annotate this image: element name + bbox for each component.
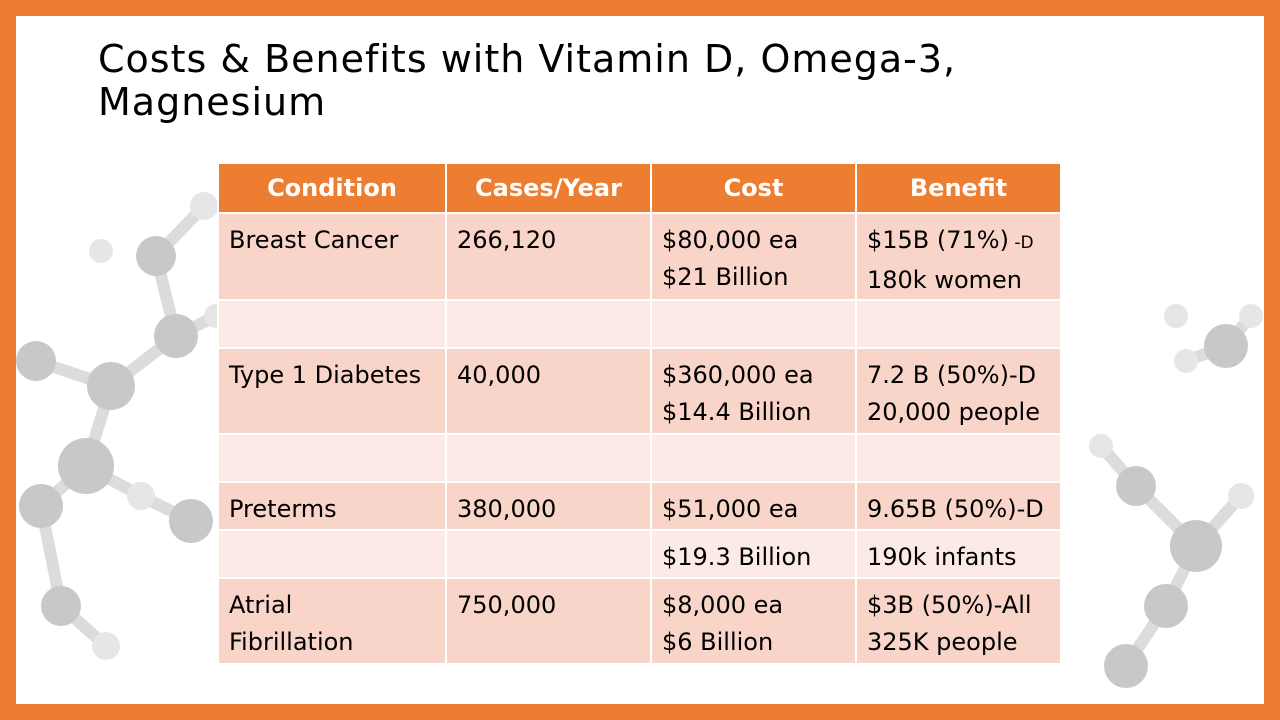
cost-cell — [650, 433, 857, 483]
condition-cell — [217, 433, 447, 483]
cost-cell: $80,000 ea $21 Billion — [650, 212, 857, 301]
molecule-background-illustration — [16, 192, 1263, 688]
cases-cell — [445, 299, 652, 349]
benefit-cell — [855, 433, 1062, 483]
slide: Costs & Benefits with Vitamin D, Omega-3… — [16, 16, 1264, 704]
table-row — [217, 433, 1062, 483]
condition-cell: Atrial Fibrillation — [217, 577, 447, 665]
cost-cell: $51,000 ea — [650, 481, 857, 531]
condition-cell — [217, 529, 447, 579]
benefit-cell — [855, 299, 1062, 349]
benefit-cell: 9.65B (50%)-D — [855, 481, 1062, 531]
cost-cell — [650, 299, 857, 349]
table-row: Atrial Fibrillation 750,000 $8,000 ea $6 B… — [217, 577, 1062, 665]
costs-benefits-table: Condition Cases/Year Cost Benefit Breast… — [217, 162, 1062, 665]
column-header: Benefit — [855, 162, 1062, 214]
table-header-row: Condition Cases/Year Cost Benefit — [217, 162, 1062, 214]
condition-cell: Breast Cancer — [217, 212, 447, 301]
cost-cell: $360,000 ea $14.4 Billion — [650, 347, 857, 435]
cases-cell — [445, 433, 652, 483]
cases-cell: 750,000 — [445, 577, 652, 665]
column-header: Cases/Year — [445, 162, 652, 214]
table-row: $19.3 Billion 190k infants — [217, 529, 1062, 579]
table-row: Breast Cancer 266,120 $80,000 ea $21 Bill… — [217, 212, 1062, 301]
table-row — [217, 299, 1062, 349]
cases-cell — [445, 529, 652, 579]
cases-cell: 40,000 — [445, 347, 652, 435]
benefit-cell: $15B (71%) -D 180k women — [855, 212, 1062, 301]
slide-title: Costs & Benefits with Vitamin D, Omega-3… — [98, 37, 957, 124]
benefit-cell: $3B (50%)-All 325K people — [855, 577, 1062, 665]
cases-cell: 266,120 — [445, 212, 652, 301]
cost-cell: $19.3 Billion — [650, 529, 857, 579]
benefit-cell: 7.2 B (50%)-D 20,000 people — [855, 347, 1062, 435]
column-header: Cost — [650, 162, 857, 214]
table-row: Type 1 Diabetes 40,000 $360,000 ea $14.4 … — [217, 347, 1062, 435]
condition-cell — [217, 299, 447, 349]
cases-cell: 380,000 — [445, 481, 652, 531]
condition-cell: Type 1 Diabetes — [217, 347, 447, 435]
table-row: Preterms 380,000 $51,000 ea 9.65B (50%)-… — [217, 481, 1062, 531]
cost-cell: $8,000 ea $6 Billion — [650, 577, 857, 665]
column-header: Condition — [217, 162, 447, 214]
benefit-cell: 190k infants — [855, 529, 1062, 579]
condition-cell: Preterms — [217, 481, 447, 531]
